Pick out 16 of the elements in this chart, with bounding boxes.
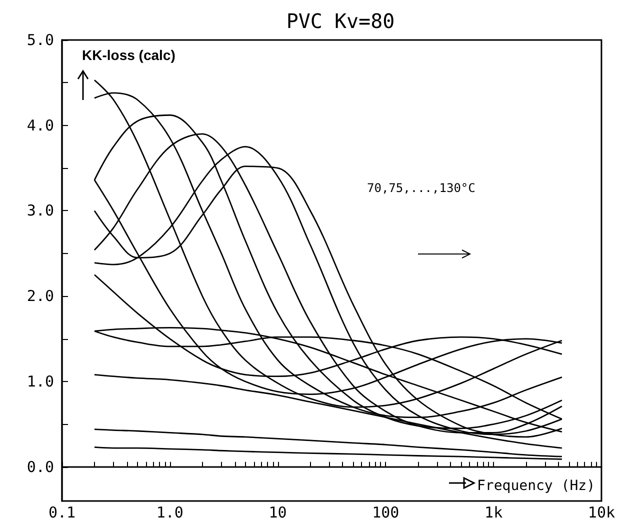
y-tick-label: 5.0 [26, 31, 54, 49]
y-axis-title: KK-loss (calc) [82, 47, 176, 63]
x-tick-label: 10 [268, 504, 287, 522]
x-tick-label: 10k [588, 504, 615, 522]
annotation: 70,75,...,130°C [367, 181, 476, 195]
y-tick-label: 1.0 [26, 372, 54, 390]
y-tick-label: 4.0 [26, 116, 54, 134]
x-tick-label: 1k [484, 504, 503, 522]
x-tick-label: 100 [372, 504, 400, 522]
y-tick-label: 0.0 [26, 458, 54, 476]
y-tick-label: 3.0 [26, 202, 54, 220]
chart-title: PVC Kv=80 [286, 9, 395, 33]
x-tick-label: 1.0 [156, 504, 184, 522]
x-tick-label: 0.1 [48, 504, 76, 522]
x-axis-title: Frequency (Hz) [477, 478, 596, 494]
y-tick-label: 2.0 [26, 287, 54, 306]
